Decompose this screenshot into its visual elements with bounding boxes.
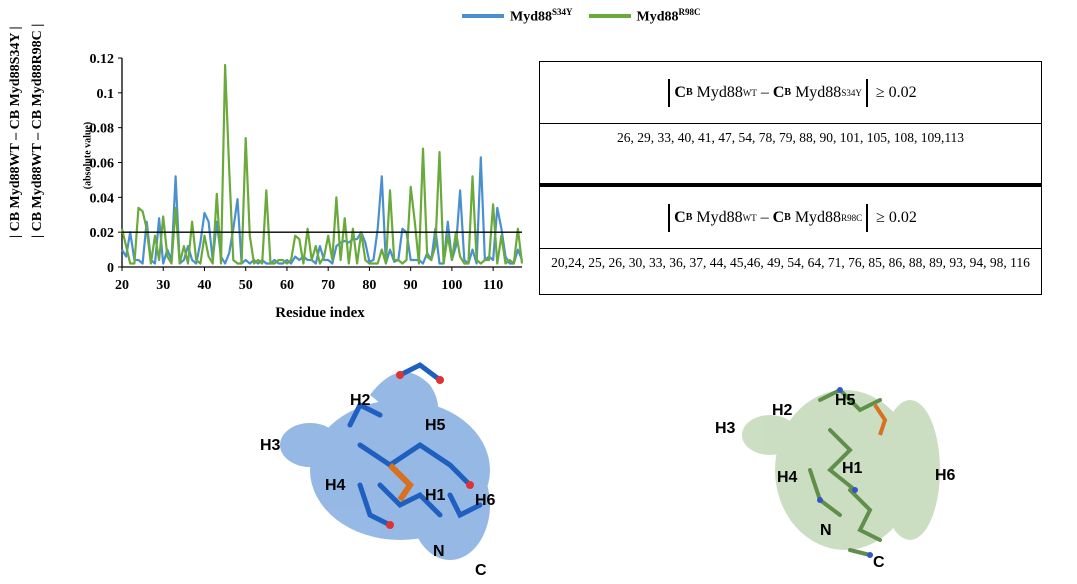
svg-text:H5: H5 [835, 392, 856, 409]
svg-text:N: N [820, 522, 832, 539]
structure-r98c: H2 H5 H3 H1 H4 H6 N C [715, 387, 956, 571]
x-tick-label: 50 [239, 278, 253, 293]
y-tick-label: 0.04 [90, 191, 115, 206]
chart-legend: Myd88S34Y Myd88R98C [462, 4, 717, 28]
x-tick-label: 40 [197, 278, 211, 293]
x-tick-label: 20 [115, 278, 129, 293]
x-tick-label: 90 [404, 278, 418, 293]
svg-text:C: C [475, 562, 487, 579]
x-tick-label: 60 [280, 278, 294, 293]
svg-text:N: N [433, 543, 445, 560]
svg-text:H4: H4 [325, 477, 346, 494]
svg-text:H3: H3 [715, 420, 736, 437]
legend-label-s34y: Myd88S34Y [510, 6, 573, 25]
x-axis-label: Residue index [275, 305, 365, 321]
svg-text:H4: H4 [777, 469, 798, 486]
svg-text:H1: H1 [425, 487, 446, 504]
svg-text:H6: H6 [935, 467, 956, 484]
svg-text:H5: H5 [425, 417, 446, 434]
table-s34y-residues: 26, 29, 33, 40, 41, 47, 54, 78, 79, 88, … [616, 130, 965, 145]
svg-text:H6: H6 [475, 492, 496, 509]
x-tick-label: 70 [321, 278, 335, 293]
y-tick-label: 0.08 [90, 122, 115, 137]
line-chart: 0 0.02 0.04 0.06 0.08 0.1 0.12 20 30 40 50 60 70 80 90… [90, 52, 524, 321]
legend-item-r98c: Myd88R98C [588, 6, 701, 26]
svg-text:H2: H2 [772, 402, 793, 419]
x-tick-label: 80 [362, 278, 376, 293]
y-tick-label: 0 [107, 261, 114, 276]
series-line-r98c [120, 63, 524, 265]
y-tick-label: 0.1 [97, 87, 115, 102]
x-tick-label: 30 [156, 278, 170, 293]
x-tick-label: 100 [441, 278, 462, 293]
legend-swatch-r98c [588, 14, 631, 18]
structure-s34y: H2 H3 H5 H4 H1 H6 N C [260, 362, 496, 579]
series-line-s34y [121, 156, 524, 265]
table-r98c-residues: 20,24, 25, 26, 30, 33, 36, 37, 44, 45,46… [551, 255, 1030, 270]
legend-item-s34y: Myd88S34Y [462, 7, 573, 26]
svg-text:C: C [873, 554, 885, 571]
x-tick-label: 110 [483, 278, 503, 293]
legend-swatch-s34y [462, 14, 504, 18]
label-h2: H2 [350, 392, 371, 409]
y-tick-label: 0.06 [90, 157, 115, 172]
legend-label-r98c: Myd88R98C [636, 6, 701, 25]
y-tick-label: 0.12 [90, 52, 115, 67]
svg-text:H3: H3 [260, 437, 281, 454]
svg-text:H1: H1 [842, 460, 863, 477]
y-tick-label: 0.02 [90, 226, 115, 241]
